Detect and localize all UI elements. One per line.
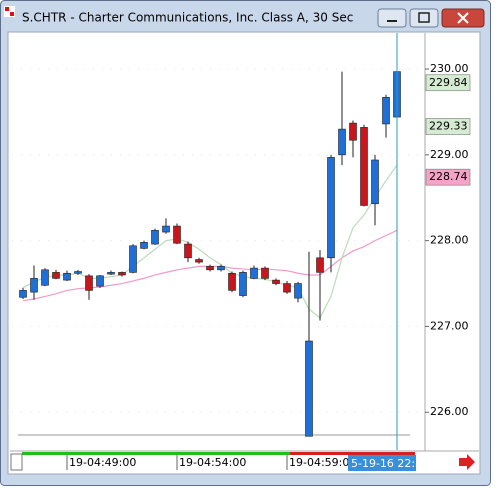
candle-body xyxy=(294,283,302,299)
scroll-arrow[interactable] xyxy=(459,454,475,470)
candle-body xyxy=(360,127,368,206)
candle-body xyxy=(63,272,71,281)
candle-body xyxy=(107,272,115,275)
maximize-icon xyxy=(418,12,430,23)
x-tick-label: 19-04:54:00 xyxy=(179,456,246,469)
window-title: S.CHTR - Charter Communications, Inc. Cl… xyxy=(22,11,353,25)
candle-body xyxy=(41,269,49,286)
cursor-time: 5-19-16 22:34:00 xyxy=(351,457,447,470)
y-tick-label: 229.00 xyxy=(430,148,469,161)
candle-body xyxy=(272,279,280,284)
app-icon-dot xyxy=(5,7,9,11)
candle-body xyxy=(162,225,170,233)
candle-body xyxy=(118,272,126,276)
candle-body xyxy=(129,245,137,273)
candle-body xyxy=(305,340,313,437)
candle-body xyxy=(382,97,390,125)
price-marker xyxy=(425,168,471,186)
candle-body xyxy=(349,122,357,141)
price-marker-label: 229.33 xyxy=(429,120,468,133)
price-marker xyxy=(425,118,471,135)
app-icon xyxy=(4,6,15,17)
candle-body xyxy=(184,243,192,259)
x-tick-label: 19-04:59:00 xyxy=(289,456,356,469)
maximize-button[interactable] xyxy=(409,8,439,28)
x-tick-label: 19-04:49:00 xyxy=(69,456,136,469)
candle-body xyxy=(327,157,335,259)
session-bar-down xyxy=(290,452,415,455)
candle-body xyxy=(228,272,236,291)
candle-body xyxy=(85,275,93,291)
y-tick-label: 230.00 xyxy=(430,62,469,75)
candle-body xyxy=(239,272,247,296)
candle-body xyxy=(217,266,225,271)
candle-body xyxy=(96,275,104,287)
close-icon xyxy=(457,12,469,24)
candle-body xyxy=(371,159,379,205)
price-marker xyxy=(425,74,471,92)
scroll-box[interactable] xyxy=(10,453,23,471)
candle-body xyxy=(151,230,159,245)
y-tick-label: 228.00 xyxy=(430,234,469,247)
candle-body xyxy=(261,267,269,279)
price-marker-label: 229.84 xyxy=(429,76,468,89)
y-tick-label: 226.00 xyxy=(430,405,469,418)
candle-body xyxy=(206,266,214,271)
candle-body xyxy=(19,290,27,298)
chart-panel xyxy=(7,31,481,475)
cursor-time-box xyxy=(348,455,416,471)
candle-body xyxy=(52,272,60,279)
candle-body xyxy=(30,278,38,293)
app-icon-dot xyxy=(10,12,14,16)
session-bar-up xyxy=(22,452,290,455)
y-tick-label: 227.00 xyxy=(430,319,469,332)
minimize-button[interactable] xyxy=(377,8,407,28)
candle-body xyxy=(173,225,181,244)
price-marker-label: 228.74 xyxy=(429,170,468,183)
candle-body xyxy=(140,242,148,249)
candle-body xyxy=(316,257,324,273)
candle-body xyxy=(338,128,346,156)
candle-body xyxy=(283,283,291,293)
candle-body xyxy=(195,259,203,263)
candle-body xyxy=(250,267,258,279)
candle-body xyxy=(74,271,82,274)
